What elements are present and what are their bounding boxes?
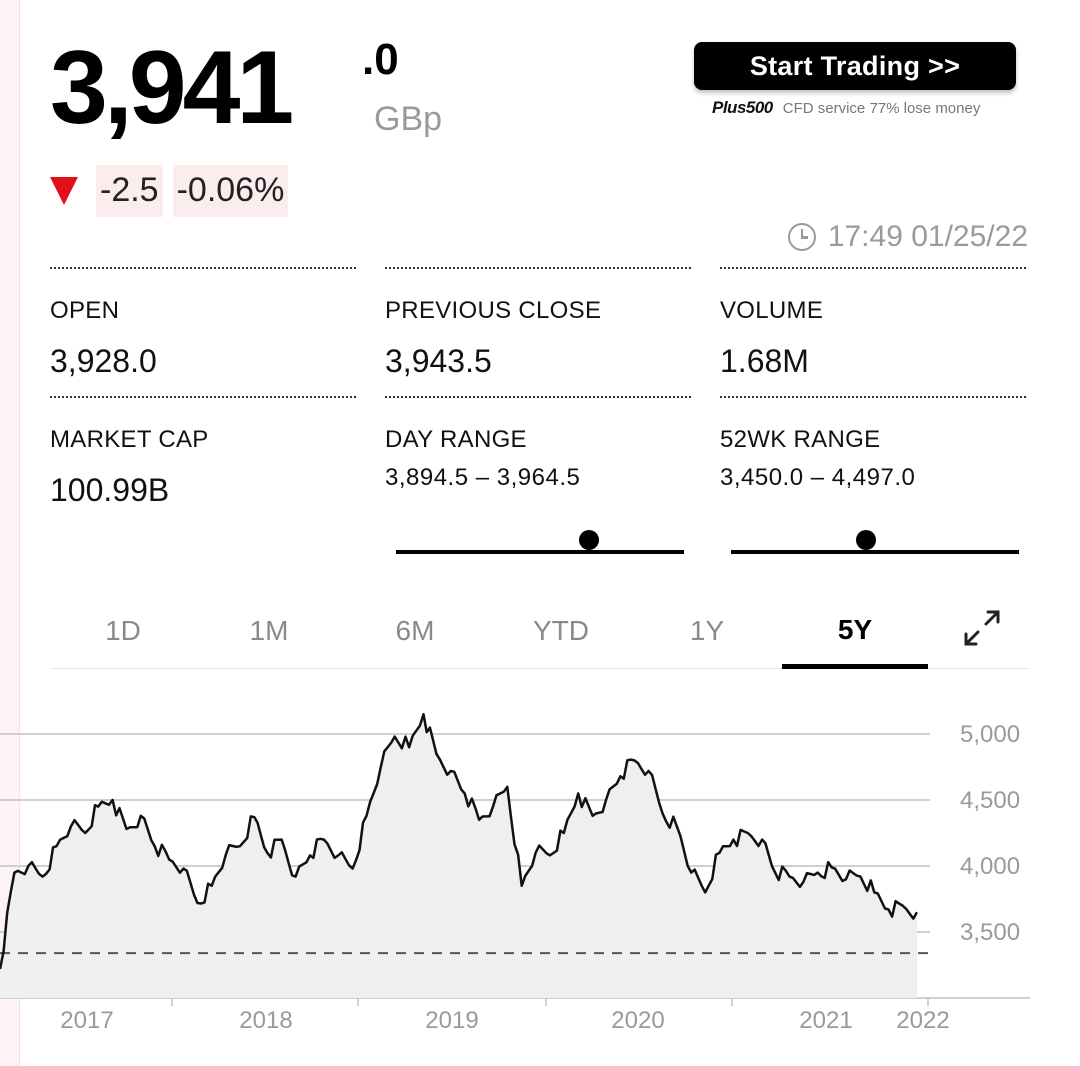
stat-volume: VOLUME 1.68M [720, 267, 1026, 379]
change-value: -2.5 [96, 165, 163, 217]
stat-52wk-range: 52WK RANGE 3,450.0 – 4,497.0 [720, 396, 1026, 491]
stat-previous-close: PREVIOUS CLOSE 3,943.5 [385, 267, 691, 379]
plus500-logo[interactable]: Plus500 [712, 98, 773, 117]
stat-value: 3,928.0 [50, 343, 157, 379]
start-trading-button[interactable]: Start Trading >> [694, 42, 1016, 90]
x-tick-label: 2020 [611, 1007, 664, 1034]
52wk-range-bar [731, 550, 1019, 554]
stat-label: OPEN [50, 297, 120, 324]
expand-icon[interactable] [960, 606, 1004, 650]
stat-open: OPEN 3,928.0 [50, 267, 356, 379]
stat-label: DAY RANGE [385, 426, 527, 453]
tab-ytd[interactable]: YTD [533, 615, 589, 646]
stat-day-range: DAY RANGE 3,894.5 – 3,964.5 [385, 396, 691, 491]
52wk-range-marker [856, 530, 877, 550]
y-tick-label: 4,000 [960, 853, 1020, 880]
stat-label: VOLUME [720, 297, 824, 324]
quote-timestamp: 17:49 01/25/22 [787, 220, 1028, 254]
promo-disclaimer-row: Plus500 CFD service 77% lose money [712, 98, 980, 118]
tab-5y[interactable]: 5Y [782, 596, 928, 669]
price-currency: GBp [374, 100, 443, 138]
cfd-disclaimer: CFD service 77% lose money [782, 99, 981, 117]
change-percent: -0.06% [172, 165, 289, 217]
period-tabs: 1D 1M 6M YTD 1Y 5Y [50, 596, 1030, 669]
stat-market-cap: MARKET CAP 100.99B [50, 396, 356, 508]
stat-value: 1.68M [720, 343, 809, 379]
y-axis-labels: 3,500 4,000 4,500 5,000 [960, 721, 1020, 946]
stat-value: 100.99B [50, 472, 170, 508]
down-arrow-icon [50, 177, 78, 205]
stat-value: 3,943.5 [385, 343, 492, 379]
price-integer: 3,941 [50, 30, 294, 146]
price-change-row: -2.5 -0.06% [50, 165, 298, 217]
stat-value: 3,450.0 – 4,497.0 [720, 464, 916, 491]
stat-label: PREVIOUS CLOSE [385, 297, 602, 324]
x-tick-label: 2022 [896, 1007, 949, 1034]
tab-6m[interactable]: 6M [395, 615, 435, 646]
y-tick-label: 3,500 [960, 919, 1020, 946]
stat-label: 52WK RANGE [720, 426, 881, 453]
stat-label: MARKET CAP [50, 426, 209, 453]
day-range-marker [578, 530, 599, 550]
x-axis-labels: 2017 2018 2019 2020 2021 2022 [60, 998, 950, 1034]
price-display: 3,941 .0 GBp [50, 30, 510, 150]
clock-icon [787, 223, 816, 251]
tab-1m[interactable]: 1M [249, 615, 289, 646]
price-decimal: .0 [362, 35, 399, 84]
price-series-line [0, 712, 918, 970]
price-chart: 3,500 4,000 4,500 5,000 2017 2018 2019 2020 202… [0, 712, 1030, 1034]
day-range-bar [396, 550, 684, 554]
y-tick-label: 5,000 [960, 721, 1020, 748]
x-tick-label: 2018 [239, 1007, 292, 1034]
tab-1y[interactable]: 1Y [689, 615, 725, 646]
y-tick-label: 4,500 [960, 787, 1020, 814]
price-area-fill [0, 714, 917, 998]
timestamp-text: 17:49 01/25/22 [827, 220, 1028, 253]
x-tick-label: 2021 [799, 1007, 852, 1034]
x-tick-label: 2017 [60, 1007, 113, 1034]
x-tick-label: 2019 [425, 1007, 478, 1034]
tab-1d[interactable]: 1D [105, 615, 141, 646]
stat-value: 3,894.5 – 3,964.5 [385, 464, 581, 491]
